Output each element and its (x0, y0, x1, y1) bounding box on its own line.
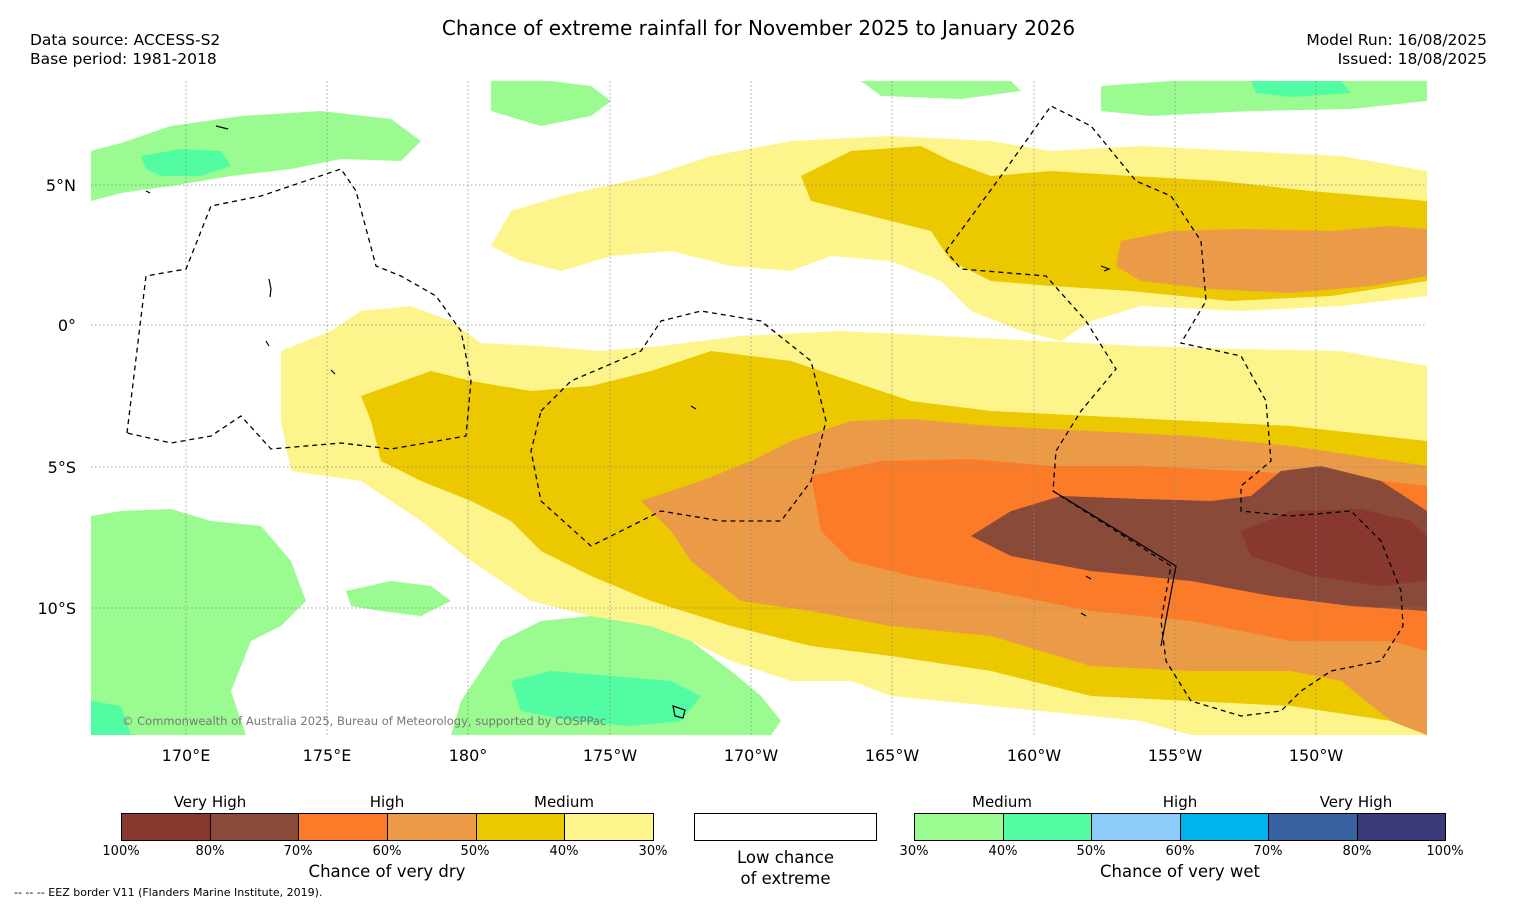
dry-swatch-5 (476, 814, 566, 840)
dry-swatch-4 (388, 814, 477, 840)
page-title: Chance of extreme rainfall for November … (441, 16, 1076, 40)
wet-swatch-1 (915, 814, 1004, 840)
eez-borders (126, 105, 1404, 717)
model-run: Model Run: 16/08/2025 (1306, 31, 1487, 49)
low-chance-label-2: of extreme (740, 869, 831, 888)
lat-label-5s: 5°S (47, 458, 76, 477)
lon-label-165w: 165°W (864, 746, 920, 765)
islands (145, 125, 1111, 719)
low-chance-swatch (694, 813, 877, 841)
eez-footnote: -- -- -- EEZ border V11 (Flanders Marine… (14, 886, 323, 899)
wet-tick: 80% (1342, 844, 1372, 859)
wet-tick: 30% (899, 844, 929, 859)
lat-label-5n: 5°N (45, 176, 76, 195)
dry-swatch-2 (210, 814, 300, 840)
wet-tick: 40% (988, 844, 1018, 859)
lat-label-0: 0° (57, 316, 76, 335)
dry-tick: 30% (638, 844, 668, 859)
rainfall-map (91, 81, 1427, 735)
dry-very-high-dark-regions (1241, 509, 1427, 586)
dry-swatch-3 (299, 814, 389, 840)
dry-tick: 40% (549, 844, 579, 859)
lon-label-175w: 175°W (582, 746, 638, 765)
wet-tick: 70% (1253, 844, 1283, 859)
dry-swatch-1 (122, 814, 211, 840)
wet-cat-very-high: Very High (1319, 793, 1393, 811)
dry-color-bar (121, 813, 654, 841)
lon-label-160w: 160°W (1006, 746, 1062, 765)
wet-swatch-6 (1357, 814, 1445, 840)
lon-label-155w: 155°W (1147, 746, 1203, 765)
wet-tick: 50% (1076, 844, 1106, 859)
wet-color-bar (914, 813, 1446, 841)
graticule (91, 81, 1427, 735)
lon-label-170w: 170°W (723, 746, 779, 765)
wet-cat-medium: Medium (972, 793, 1032, 811)
map-canvas (91, 81, 1427, 735)
dry-tick: 60% (372, 844, 402, 859)
lon-label-170e: 170°E (161, 746, 211, 765)
base-period: Base period: 1981-2018 (30, 50, 217, 68)
dry-cat-medium: Medium (534, 793, 594, 811)
copyright-notice: © Commonwealth of Australia 2025, Bureau… (122, 714, 607, 728)
issued-date: Issued: 18/08/2025 (1337, 50, 1487, 68)
low-chance-label-1: Low chance (736, 848, 835, 867)
wet-cat-high: High (1162, 793, 1198, 811)
dry-tick: 80% (195, 844, 225, 859)
wet-tick: 100% (1426, 844, 1464, 859)
wet-swatch-3 (1092, 814, 1181, 840)
dry-legend-title: Chance of very dry (308, 862, 466, 881)
wet-tick: 60% (1165, 844, 1195, 859)
dry-tick: 100% (102, 844, 140, 859)
lon-label-150w: 150°W (1288, 746, 1344, 765)
wet-swatch-2 (1003, 814, 1092, 840)
dry-swatch-6 (565, 814, 654, 840)
lon-label-180: 180° (448, 746, 488, 765)
dry-tick: 50% (460, 844, 490, 859)
dry-cat-very-high: Very High (173, 793, 247, 811)
dry-tick: 70% (283, 844, 313, 859)
boundary-line (1052, 490, 1177, 647)
lat-label-10s: 10°S (37, 599, 76, 618)
data-source: Data source: ACCESS-S2 (30, 31, 221, 49)
wet-swatch-5 (1269, 814, 1358, 840)
wet-swatch-4 (1180, 814, 1269, 840)
wet-legend-title: Chance of very wet (1100, 862, 1260, 881)
dry-cat-high: High (369, 793, 405, 811)
lon-label-175e: 175°E (302, 746, 352, 765)
